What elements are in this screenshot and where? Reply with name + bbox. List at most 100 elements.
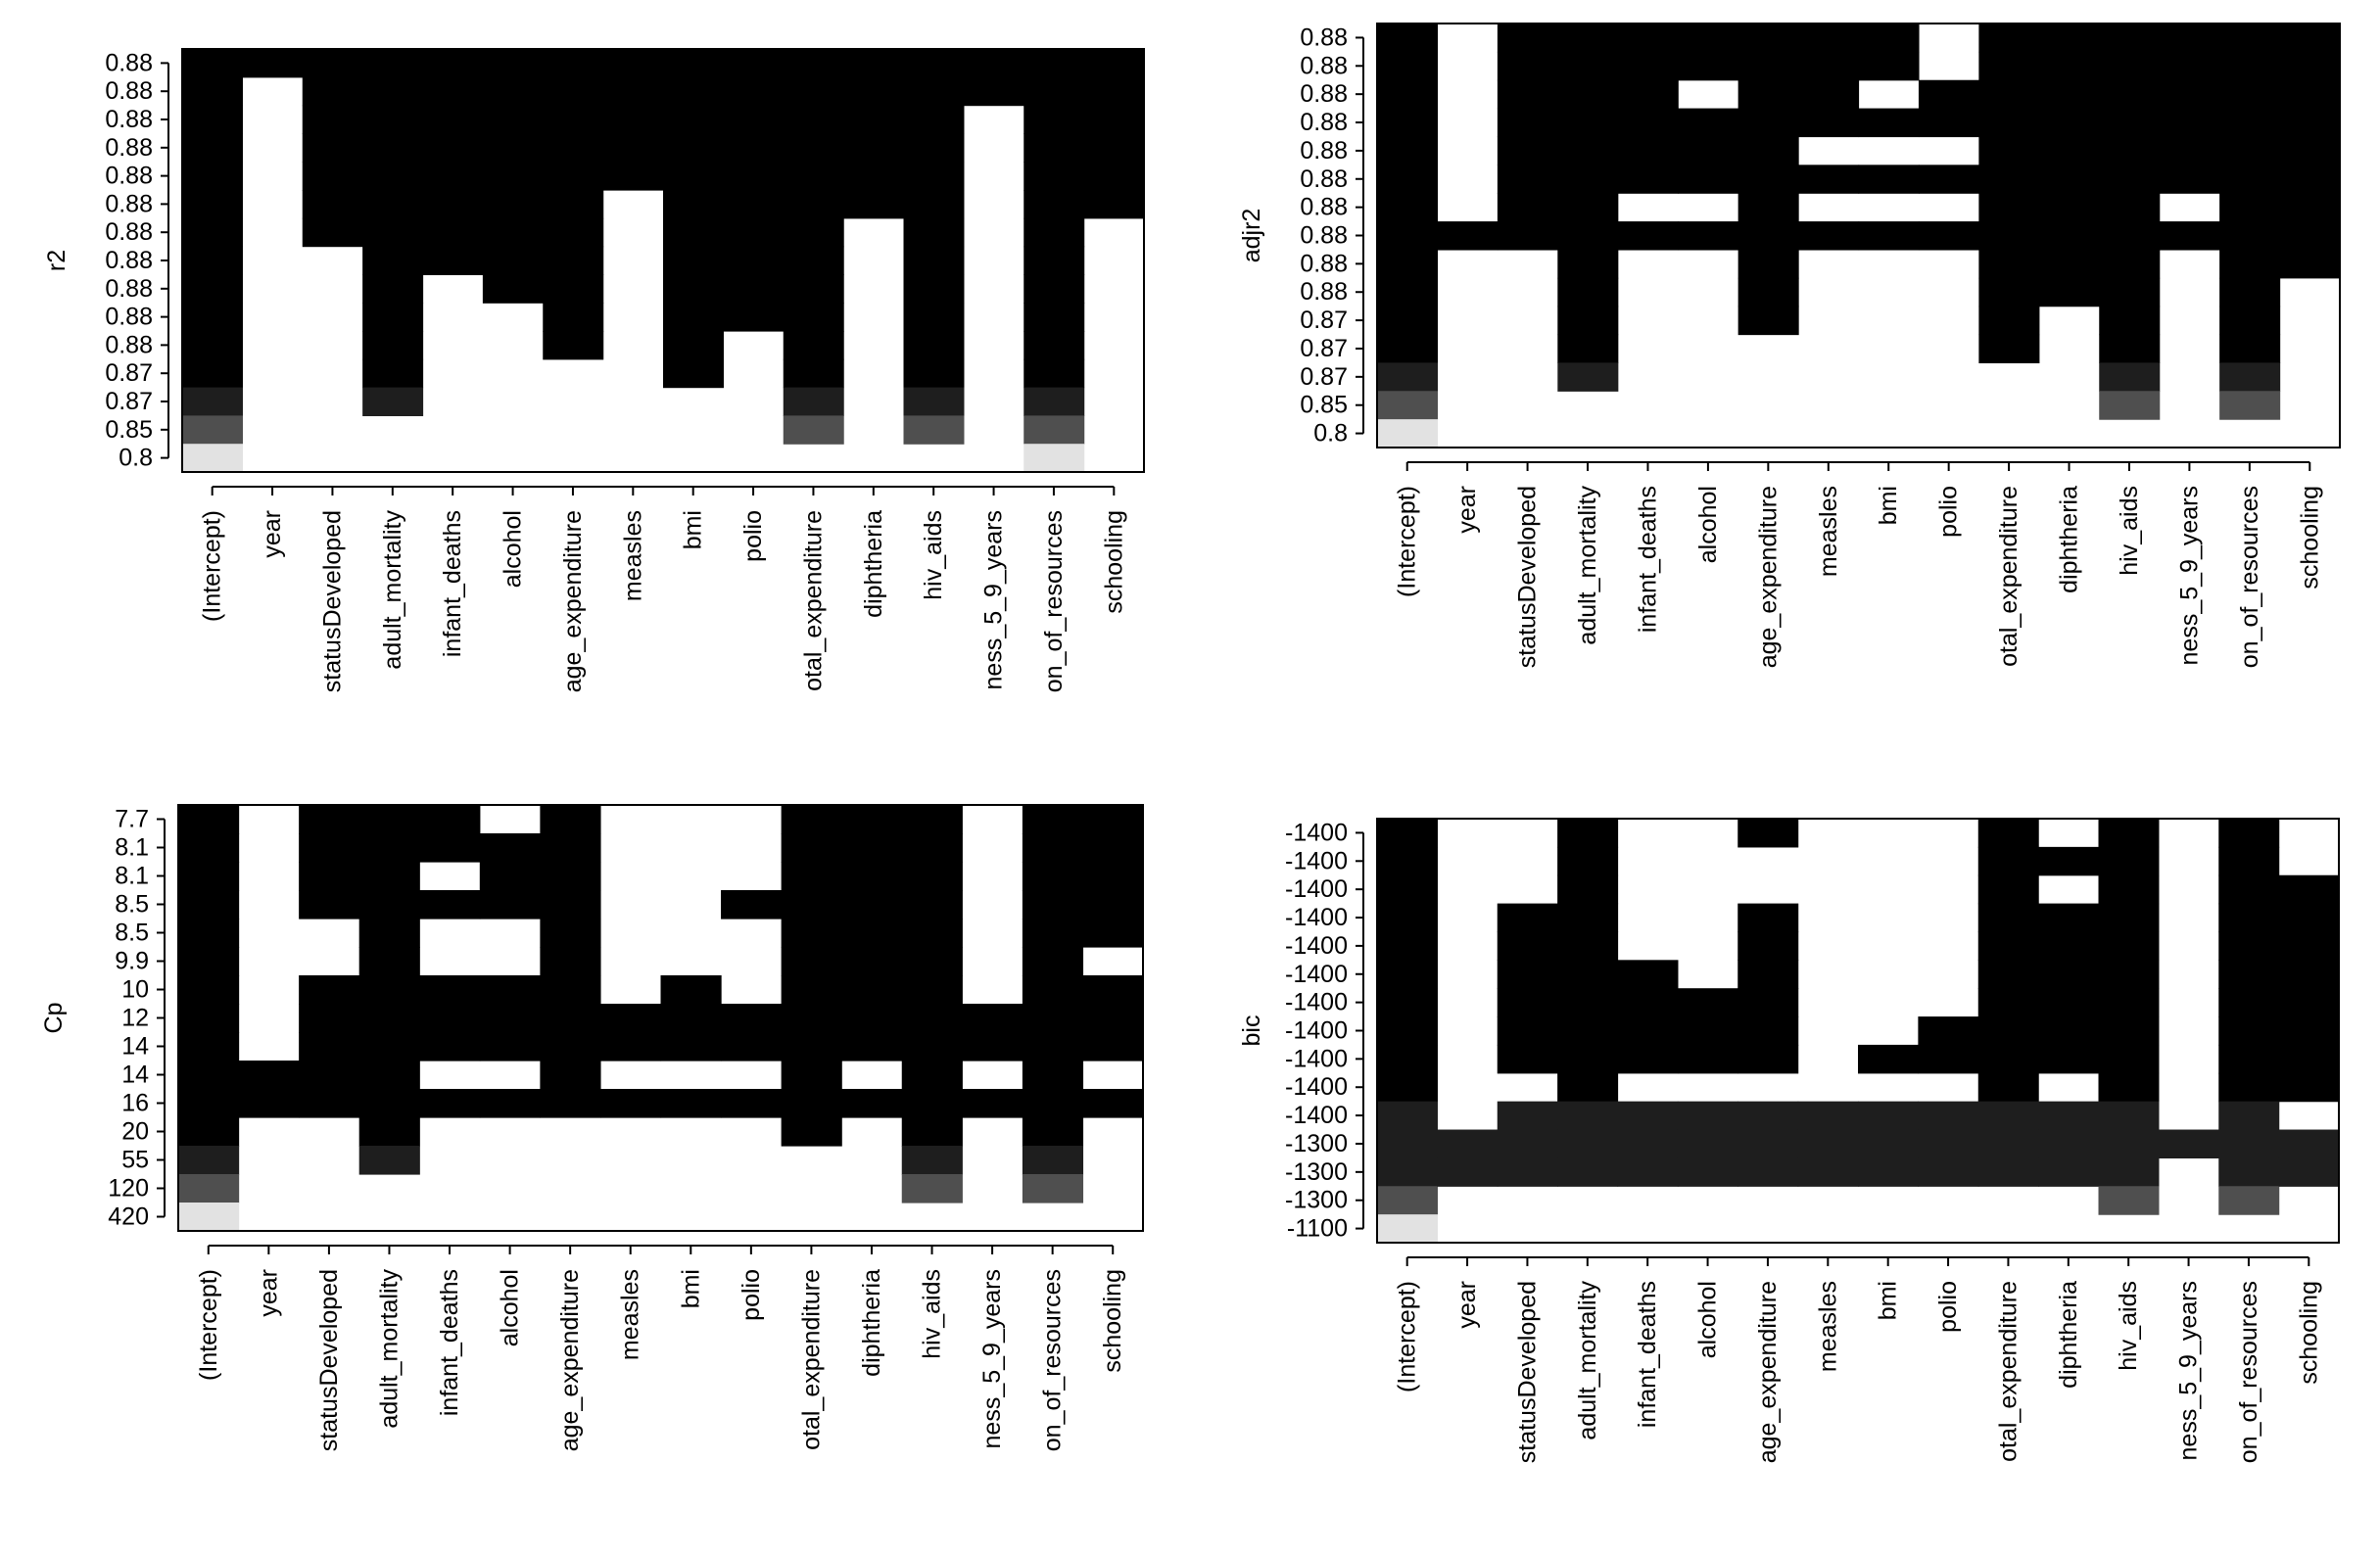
x-tick-label: otal_expenditure [1995, 486, 2023, 667]
cell-3-0-5 [1377, 931, 1438, 961]
cell-3-8-13 [1858, 1157, 1919, 1187]
cell-2-2-2 [299, 833, 360, 863]
cell-3-15-7 [2278, 988, 2340, 1017]
cell-1-13-1 [2159, 24, 2220, 53]
cell-0-12-6 [903, 190, 965, 219]
cell-2-10-10 [781, 1061, 842, 1090]
cell-1-15-4 [2279, 108, 2341, 138]
cell-1-10-1 [1978, 24, 2040, 53]
x-tick-label: polio [1935, 486, 1963, 538]
cell-0-14-7 [1023, 217, 1085, 248]
y-tick-label: 0.88 [105, 77, 153, 105]
cell-3-3-11 [1557, 1101, 1619, 1131]
cell-1-12-1 [2099, 24, 2161, 53]
x-tick-label: (Intercept) [199, 510, 226, 622]
cell-2-12-3 [901, 862, 963, 891]
x-tick-label: (Intercept) [195, 1269, 222, 1381]
cell-3-14-4 [2218, 903, 2280, 933]
cell-2-13-8 [962, 1004, 1023, 1033]
cell-2-2-1 [299, 805, 360, 834]
y-tick-label: 16 [121, 1090, 149, 1117]
cell-0-6-3 [543, 105, 604, 134]
cell-3-15-3 [2278, 874, 2340, 905]
cell-1-3-9 [1557, 249, 1619, 279]
x-tick-label: diphtheria [2056, 486, 2083, 593]
y-tick-label: 0.88 [1300, 278, 1348, 306]
x-tick-label: statusDeveloped [1513, 1281, 1541, 1463]
cell-0-14-8 [1023, 246, 1085, 275]
cell-2-8-11 [660, 1089, 722, 1118]
cell-0-5-2 [482, 76, 544, 107]
cell-2-0-12 [178, 1117, 240, 1147]
cell-1-3-8 [1557, 221, 1619, 251]
cell-1-0-2 [1377, 51, 1439, 81]
cell-1-2-2 [1497, 51, 1558, 81]
x-tick-label: statusDeveloped [1514, 486, 1542, 668]
cell-2-0-13 [178, 1146, 240, 1175]
cell-3-11-9 [2038, 1044, 2100, 1074]
cell-2-3-6 [358, 947, 420, 976]
y-tick-label: 8.5 [115, 920, 149, 947]
cell-0-12-8 [903, 246, 965, 275]
cell-1-0-1 [1377, 24, 1439, 53]
cell-1-0-10 [1377, 277, 1439, 307]
cell-0-6-6 [543, 190, 604, 219]
cell-1-5-2 [1678, 51, 1739, 81]
y-tick-label: 0.88 [1300, 109, 1348, 136]
cell-2-3-9 [358, 1032, 420, 1062]
cell-1-3-5 [1557, 136, 1619, 165]
cell-2-7-9 [599, 1032, 662, 1062]
cell-2-4-1 [419, 805, 481, 834]
cell-0-10-2 [783, 76, 844, 107]
cell-1-3-7 [1557, 193, 1619, 222]
cell-0-12-14 [903, 415, 965, 445]
cell-1-14-9 [2219, 249, 2281, 279]
cell-2-14-10 [1022, 1061, 1084, 1090]
cell-0-5-8 [482, 246, 544, 275]
cell-0-10-1 [783, 49, 844, 78]
cell-0-8-6 [663, 190, 724, 219]
cell-1-4-8 [1617, 221, 1679, 251]
cell-2-14-3 [1022, 862, 1084, 891]
cell-0-8-10 [663, 303, 724, 332]
cell-2-14-6 [1022, 947, 1084, 976]
cell-1-11-2 [2038, 51, 2100, 81]
cell-3-7-13 [1797, 1157, 1859, 1187]
cell-1-6-1 [1737, 24, 1799, 53]
cell-0-5-6 [482, 190, 544, 219]
cell-3-3-13 [1557, 1157, 1619, 1187]
cell-2-12-13 [901, 1146, 963, 1175]
y-tick-label: 8.1 [115, 834, 149, 862]
cell-0-10-11 [783, 331, 844, 360]
cell-3-5-11 [1677, 1101, 1738, 1131]
cell-2-3-11 [358, 1089, 420, 1118]
cell-2-12-7 [901, 975, 963, 1005]
y-tick-label: 120 [108, 1175, 149, 1203]
y-tick-label: -1300 [1285, 1130, 1348, 1157]
x-tick-label: year [255, 1269, 282, 1317]
cell-3-12-1 [2098, 819, 2160, 848]
cell-1-12-4 [2099, 108, 2161, 138]
cell-2-14-13 [1022, 1146, 1084, 1175]
plot-frame [181, 48, 1145, 473]
cell-3-6-13 [1737, 1157, 1799, 1187]
cell-3-14-6 [2218, 960, 2280, 989]
y-tick-label: 0.88 [105, 275, 153, 303]
cell-1-7-6 [1798, 165, 1860, 194]
cell-2-3-12 [358, 1117, 420, 1147]
cell-2-9-8 [721, 1004, 783, 1033]
cell-0-15-1 [1083, 49, 1145, 78]
cell-1-5-1 [1678, 24, 1739, 53]
cell-0-9-7 [723, 217, 785, 248]
cell-1-8-2 [1858, 51, 1920, 81]
cell-2-2-10 [299, 1061, 360, 1090]
cell-3-12-13 [2098, 1157, 2160, 1187]
cell-2-3-3 [358, 862, 420, 891]
y-tick-label: 0.87 [1300, 363, 1348, 391]
cell-2-4-7 [419, 975, 481, 1005]
cell-1-3-4 [1557, 108, 1619, 138]
cell-0-6-4 [543, 133, 604, 163]
cell-1-2-3 [1497, 79, 1558, 110]
cell-0-10-8 [783, 246, 844, 275]
cell-0-3-13 [362, 387, 424, 416]
